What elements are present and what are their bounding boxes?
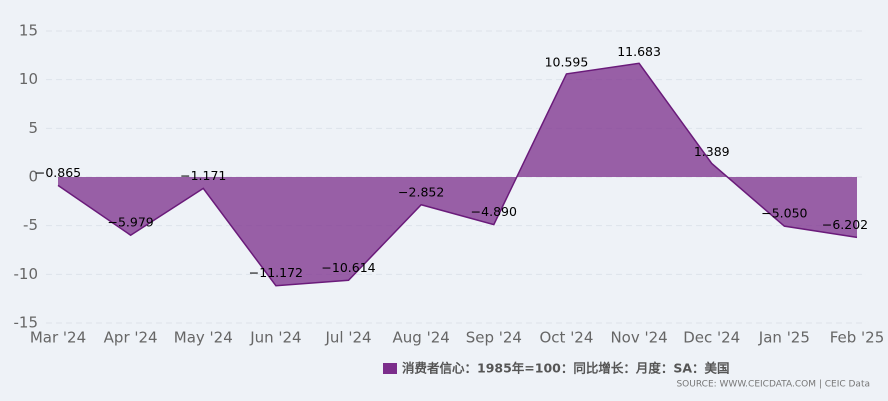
- value-label: −6.202: [822, 217, 868, 232]
- value-label: 11.683: [617, 44, 661, 59]
- x-tick-label: Sep '24: [466, 329, 522, 347]
- y-tick-label: 0: [28, 168, 38, 186]
- legend-swatch: [383, 363, 397, 374]
- value-label: −1.171: [180, 168, 226, 183]
- value-label: −2.852: [398, 184, 444, 199]
- source: SOURCE: WWW.CEICDATA.COM | CEIC Data: [676, 380, 870, 390]
- y-tick-label: 5: [28, 119, 38, 137]
- x-tick-label: Feb '25: [830, 329, 885, 347]
- x-tick-label: Jul '24: [325, 329, 372, 347]
- legend-label: 消费者信心：1985年=100：同比增长：月度：SA：美国: [402, 361, 730, 376]
- y-tick-label: 15: [19, 22, 38, 40]
- y-tick-label: -10: [14, 265, 39, 283]
- value-label: −11.172: [249, 265, 303, 280]
- y-tick-label: -15: [14, 314, 39, 332]
- line: [57, 62, 858, 287]
- y-tick-label: 10: [19, 70, 38, 88]
- x-tick-label: Jun '24: [249, 329, 301, 347]
- x-tick-label: Oct '24: [539, 329, 593, 347]
- value-label: −5.979: [108, 215, 154, 230]
- value-label: 1.389: [694, 144, 730, 159]
- y-tick-label: -5: [23, 216, 38, 234]
- value-label: −4.890: [471, 204, 517, 219]
- x-tick-label: May '24: [174, 329, 233, 347]
- x-tick-label: Aug '24: [393, 329, 450, 347]
- x-tick-label: Nov '24: [610, 329, 667, 347]
- value-label: 10.595: [545, 54, 589, 69]
- value-label: −10.614: [321, 260, 375, 275]
- value-label: −5.050: [761, 206, 807, 221]
- x-tick-label: Jan '25: [758, 329, 810, 347]
- x-tick-label: Dec '24: [683, 329, 740, 347]
- value-label: −0.865: [35, 165, 81, 180]
- x-tick-label: Mar '24: [30, 329, 86, 347]
- area: [58, 63, 857, 286]
- x-tick-label: Apr '24: [104, 329, 158, 347]
